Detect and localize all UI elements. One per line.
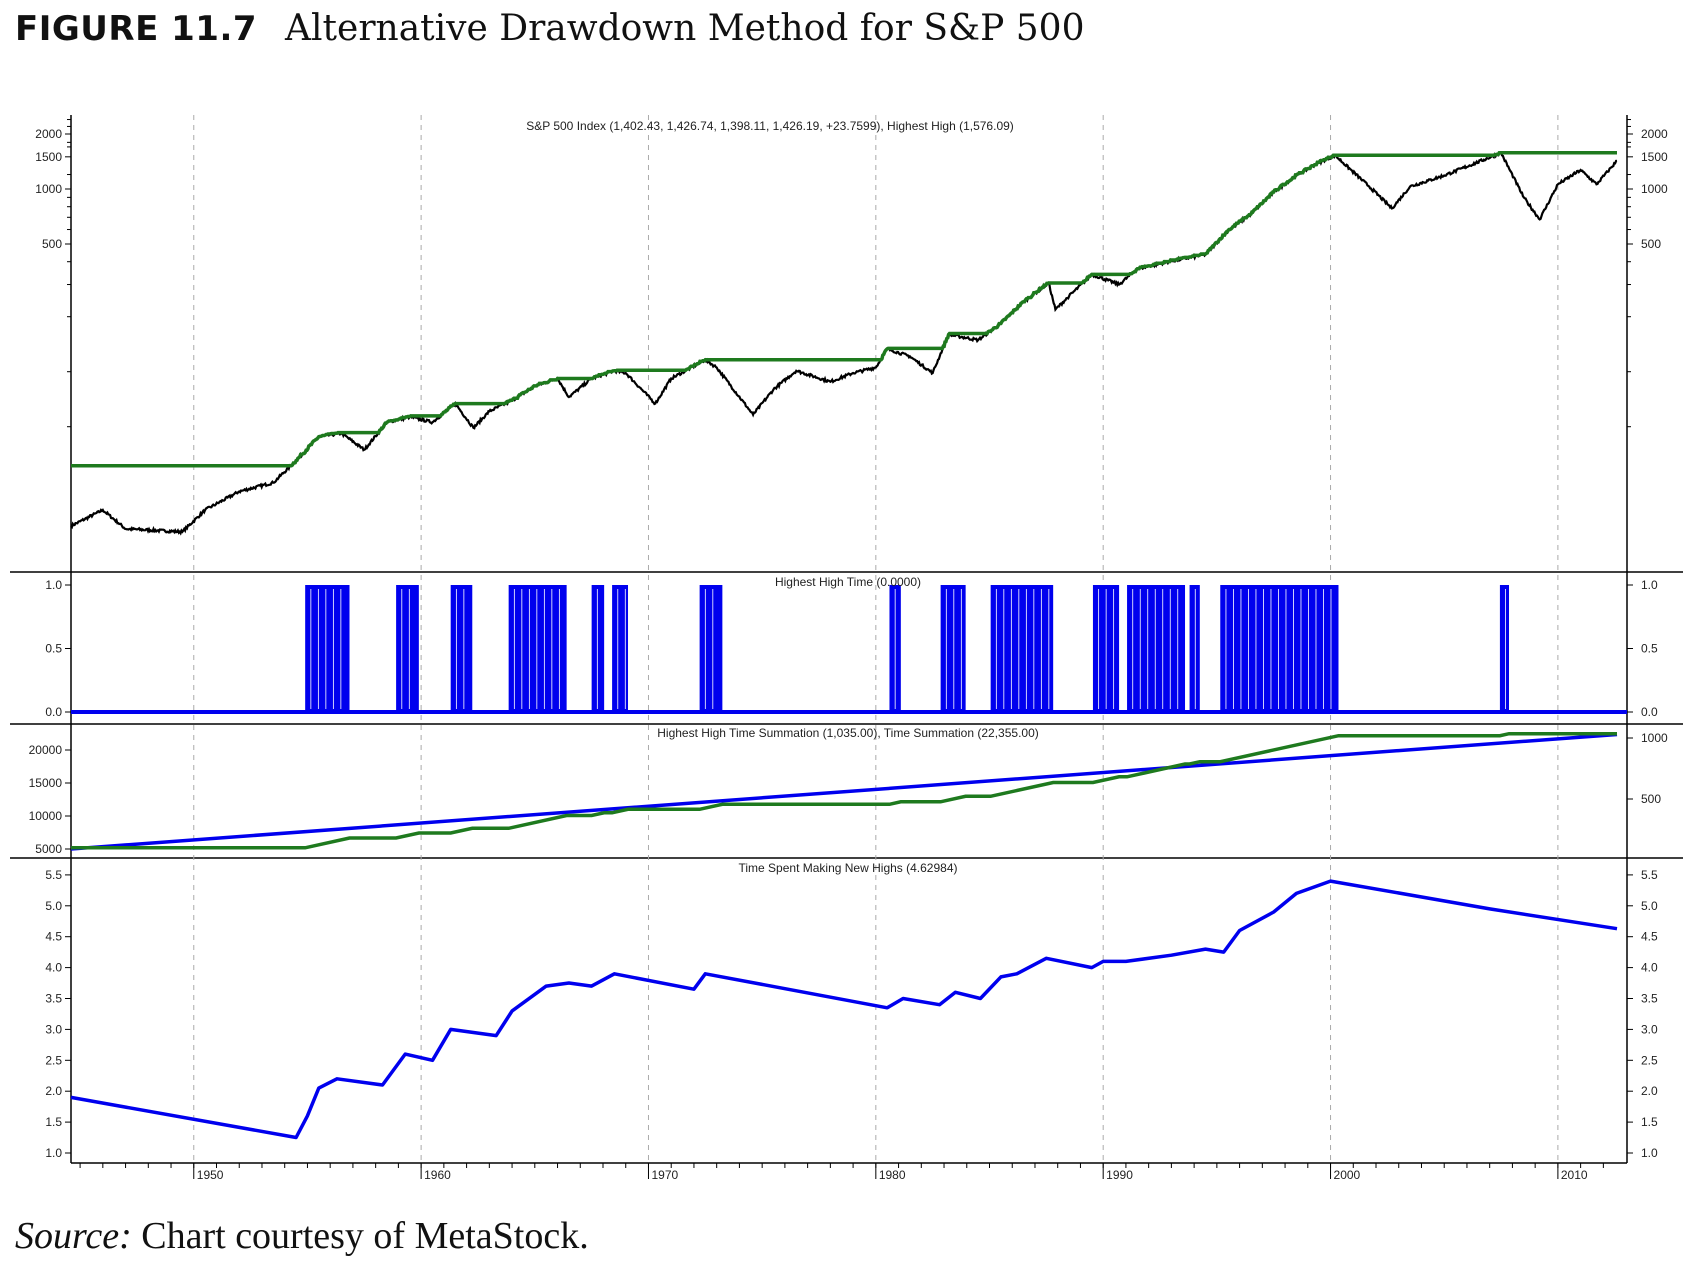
y-tick-label: 1000 (35, 182, 62, 196)
source-note: Source: Chart courtesy of MetaStock. (15, 1214, 589, 1258)
y-tick-label: 5.5 (45, 868, 62, 882)
y-tick-label: 1.0 (1641, 578, 1658, 592)
y-tick-label: 5.0 (45, 899, 62, 913)
highest-high-bar-12 (1189, 585, 1200, 712)
y-tick-label: 15000 (29, 776, 63, 790)
x-tick-label: 1970 (651, 1168, 678, 1182)
highest-high-bar-11 (1127, 585, 1186, 712)
time-spent-new-highs-line (70, 879, 1618, 1140)
highest-high-bar-5 (612, 585, 629, 712)
y-tick-label: 1.5 (45, 1115, 62, 1129)
highest-high-bar-2 (450, 585, 473, 712)
y-tick-label: 10000 (29, 809, 63, 823)
y-tick-label: 2.5 (45, 1053, 62, 1067)
y-tick-label: 0.5 (45, 642, 62, 656)
sp500-price-line (70, 151, 1618, 536)
highest-high-bar-0 (305, 585, 350, 712)
y-tick-label: 20000 (29, 743, 63, 757)
y-tick-label: 500 (1641, 792, 1661, 806)
y-tick-label: 1000 (1641, 182, 1668, 196)
x-tick-label: 1960 (424, 1168, 451, 1182)
y-tick-label: 1.0 (45, 1146, 62, 1160)
panel-title-price: S&P 500 Index (1,402.43, 1,426.74, 1,398… (526, 119, 1014, 133)
y-tick-label: 1.0 (1641, 1146, 1658, 1160)
highest-high-line (71, 150, 1617, 468)
y-tick-label: 0.0 (45, 705, 62, 719)
panel-title-time-spent: Time Spent Making New Highs (4.62984) (739, 861, 958, 875)
highest-high-bar-13 (1220, 585, 1339, 712)
y-tick-label: 4.0 (1641, 961, 1658, 975)
panel-title-summation: Highest High Time Summation (1,035.00), … (657, 726, 1039, 740)
y-tick-label: 2.0 (45, 1084, 62, 1098)
figure-number: FIGURE 11.7 (15, 9, 258, 49)
highest-high-bar-4 (591, 585, 605, 712)
y-tick-label: 2000 (1641, 127, 1668, 141)
highest-high-bar-14 (1499, 585, 1510, 712)
y-tick-label: 500 (42, 237, 62, 251)
highest-high-bar-1 (396, 585, 419, 712)
y-tick-label: 0.5 (1641, 642, 1658, 656)
figure-title: FIGURE 11.7 Alternative Drawdown Method f… (15, 8, 1084, 49)
y-tick-label: 2000 (35, 127, 62, 141)
y-tick-label: 4.5 (1641, 930, 1658, 944)
y-tick-label: 5.5 (1641, 868, 1658, 882)
highest-high-time-summation-line (71, 731, 1617, 850)
y-tick-label: 3.0 (45, 1022, 62, 1036)
y-tick-label: 2.5 (1641, 1053, 1658, 1067)
highest-high-bar-8 (940, 585, 966, 712)
x-tick-label: 2000 (1334, 1168, 1361, 1182)
figure-caption: Alternative Drawdown Method for S&P 500 (285, 8, 1085, 49)
x-tick-label: 2010 (1561, 1168, 1588, 1182)
y-tick-label: 3.5 (1641, 992, 1658, 1006)
y-tick-label: 5.0 (1641, 899, 1658, 913)
y-tick-label: 1500 (1641, 150, 1668, 164)
highest-high-bar-9 (990, 585, 1054, 712)
time-summation-line (70, 732, 1618, 851)
x-tick-label: 1980 (879, 1168, 906, 1182)
y-tick-label: 500 (1641, 237, 1661, 251)
y-tick-label: 1.5 (1641, 1115, 1658, 1129)
source-text: Chart courtesy of MetaStock. (131, 1215, 589, 1257)
y-tick-label: 1.0 (45, 578, 62, 592)
source-label: Source: (15, 1215, 132, 1257)
y-tick-label: 1000 (1641, 731, 1668, 745)
y-tick-label: 3.5 (45, 992, 62, 1006)
y-tick-label: 0.0 (1641, 705, 1658, 719)
highest-high-bar-3 (508, 585, 567, 712)
y-tick-label: 1500 (35, 150, 62, 164)
x-tick-label: 1990 (1106, 1168, 1133, 1182)
y-tick-label: 4.0 (45, 961, 62, 975)
y-tick-label: 4.5 (45, 930, 62, 944)
y-tick-label: 5000 (35, 842, 62, 856)
x-tick-label: 1950 (197, 1168, 224, 1182)
y-tick-label: 2.0 (1641, 1084, 1658, 1098)
highest-high-bar-6 (699, 585, 723, 712)
y-tick-label: 3.0 (1641, 1022, 1658, 1036)
panel-title-highest-high-time: Highest High Time (0.0000) (775, 575, 921, 589)
